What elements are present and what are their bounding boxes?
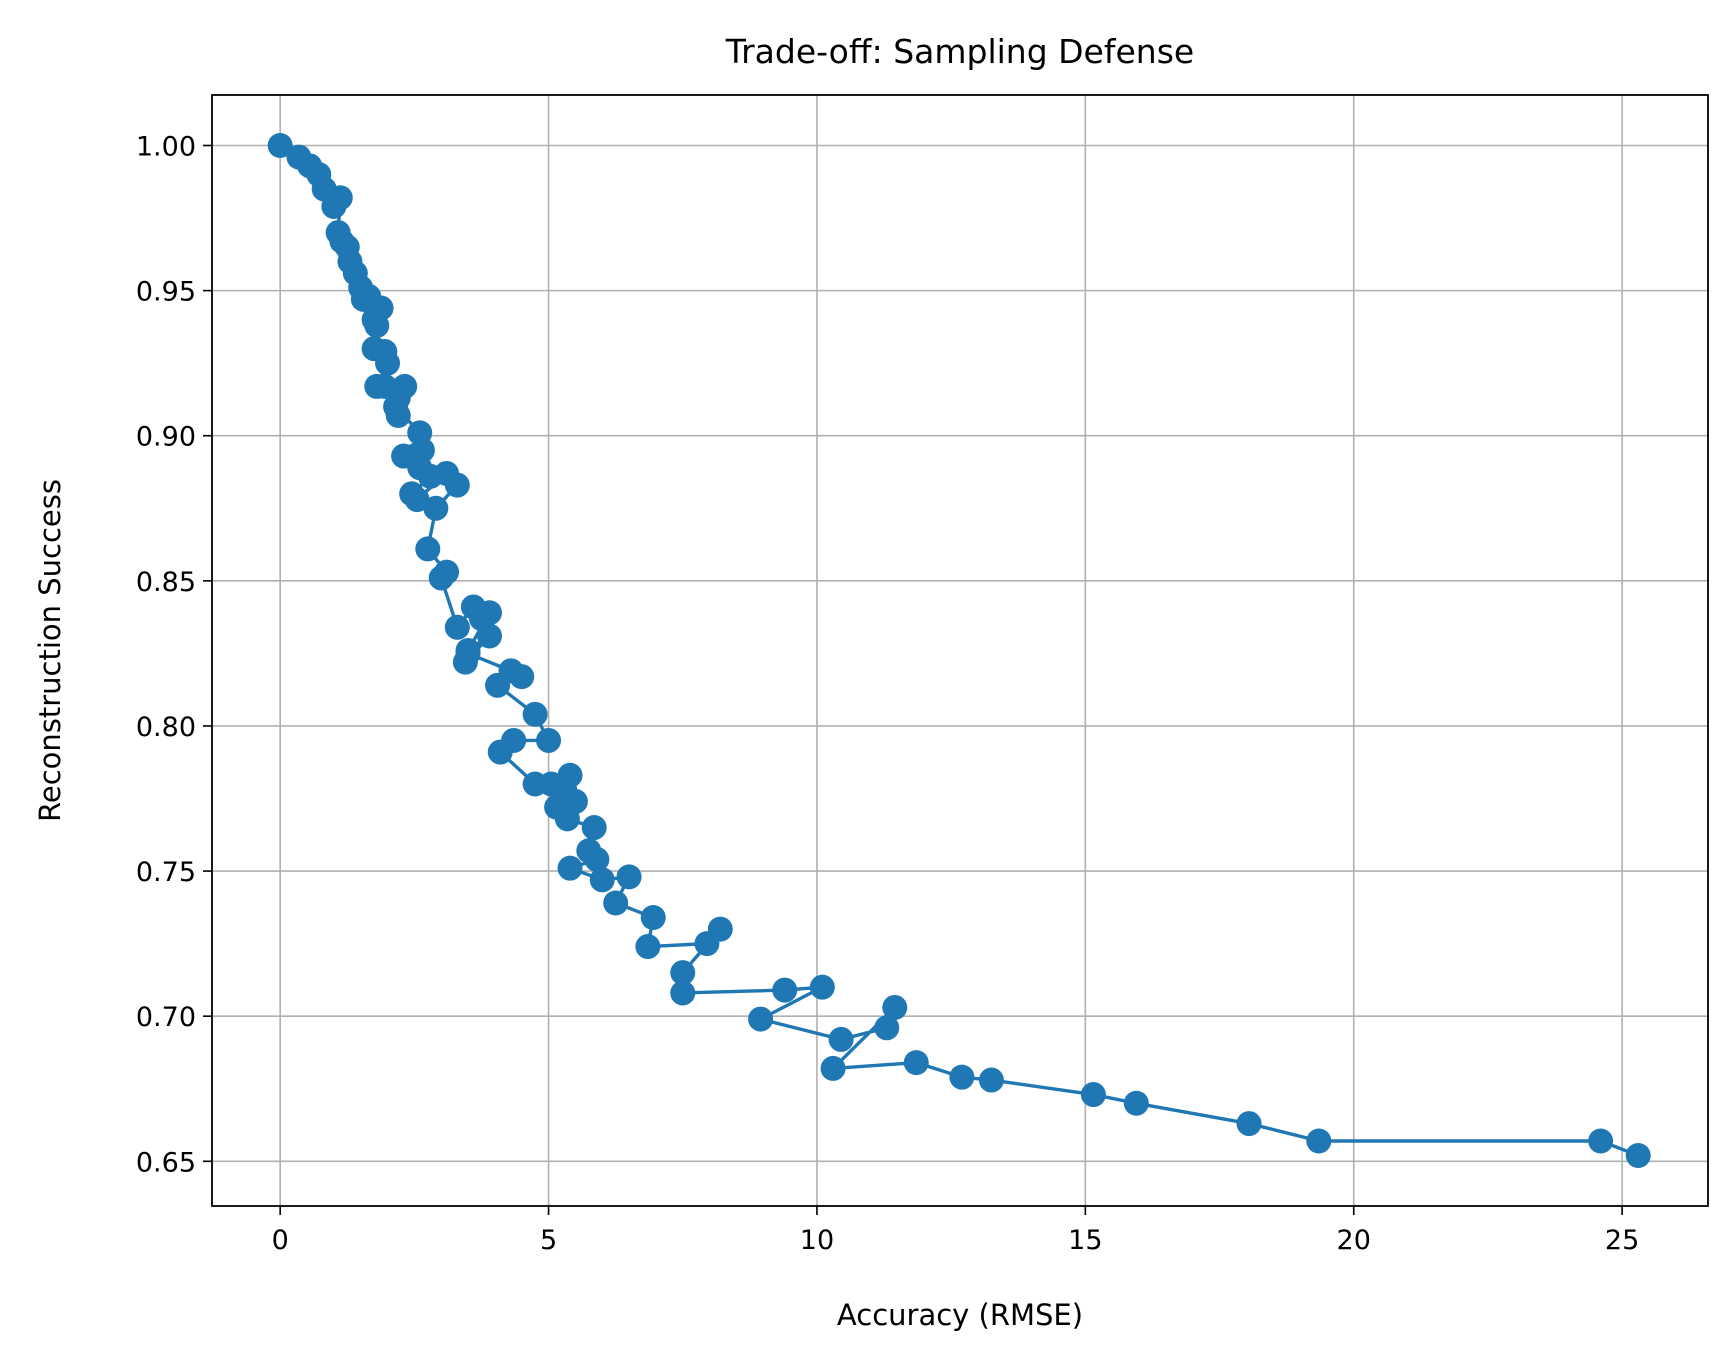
data-point [670,980,696,1006]
y-tick-label: 1.00 [136,132,196,163]
x-tick-label: 15 [1068,1225,1102,1256]
data-point [428,565,454,591]
data-point [415,536,441,562]
y-tick-label: 0.75 [136,857,196,888]
data-point [635,934,661,960]
data-point [1123,1090,1149,1116]
y-tick-label: 0.70 [136,1002,196,1033]
data-point [903,1050,929,1076]
x-tick-label: 5 [540,1225,557,1256]
data-point [670,960,696,986]
data-point [1236,1111,1262,1137]
data-point [477,600,503,626]
data-point [882,994,908,1020]
data-point [828,1026,854,1052]
chart-title: Trade-off: Sampling Defense [725,32,1194,71]
data-point [554,806,580,832]
y-axis-title: Reconstruction Success [33,479,67,822]
grid-layer [212,95,1708,1206]
data-point [1080,1082,1106,1108]
data-point [809,974,835,1000]
data-point [444,614,470,640]
x-tick-label: 20 [1337,1225,1371,1256]
data-point [327,185,353,211]
data-point [536,727,562,753]
data-point [772,977,798,1003]
data-point [874,1015,900,1041]
x-tick-label: 10 [800,1225,834,1256]
data-point [404,487,430,513]
data-point [267,133,293,158]
data-point [375,350,401,376]
data-point [581,815,607,841]
x-tick-label: 0 [272,1225,289,1256]
data-point [584,846,610,872]
data-point [383,394,409,420]
y-tick-label: 0.85 [136,567,196,598]
data-point [444,472,470,498]
data-point [949,1064,975,1090]
data-point [978,1067,1004,1093]
tick-layer: 0 5 10 15 20 25 0.65 0.70 0.75 0.80 0.85 0.90 0.95 1.… [136,132,1639,1257]
data-point [364,312,390,338]
data-point [616,864,642,890]
data-point [1588,1128,1614,1154]
data-point [1625,1143,1651,1168]
y-tick-label: 0.95 [136,277,196,308]
data-point [820,1055,846,1081]
data-point [522,701,548,727]
data-point [748,1006,774,1032]
data-point [455,640,481,666]
data-point [1306,1128,1332,1154]
data-point [640,905,666,931]
plot-frame [211,94,1709,1207]
y-tick-label: 0.80 [136,712,196,743]
y-tick-label: 0.65 [136,1147,196,1178]
data-point [477,623,503,649]
x-tick-label: 25 [1605,1225,1639,1256]
data-point [557,855,583,881]
data-point [603,890,629,916]
data-point [423,495,449,521]
data-point [485,672,511,698]
data-point [707,916,733,942]
y-tick-label: 0.90 [136,422,196,453]
data-point [509,664,535,690]
series-layer [267,133,1651,1168]
data-point [589,867,615,893]
data-point [487,739,513,765]
x-axis-title: Accuracy (RMSE) [837,1298,1083,1332]
